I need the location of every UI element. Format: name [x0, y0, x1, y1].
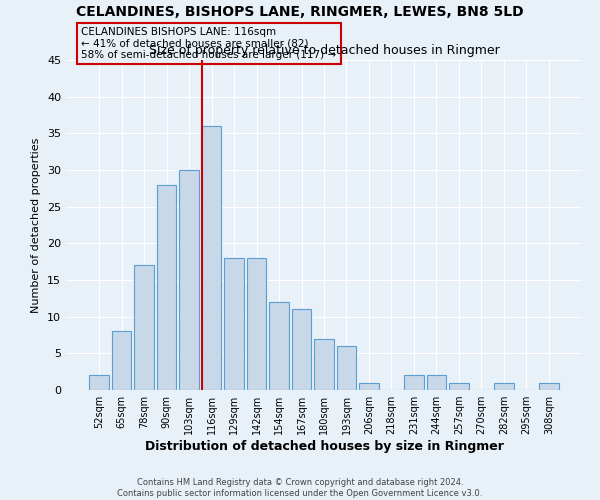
Text: CELANDINES, BISHOPS LANE, RINGMER, LEWES, BN8 5LD: CELANDINES, BISHOPS LANE, RINGMER, LEWES… [76, 5, 524, 19]
Bar [202, 126, 221, 390]
Bar [224, 258, 244, 390]
Bar [247, 258, 266, 390]
Bar [404, 376, 424, 390]
Bar [337, 346, 356, 390]
Bar [134, 266, 154, 390]
Bar [112, 332, 131, 390]
Bar [314, 338, 334, 390]
Bar [269, 302, 289, 390]
Bar [494, 382, 514, 390]
Bar [292, 310, 311, 390]
Bar [89, 376, 109, 390]
Y-axis label: Number of detached properties: Number of detached properties [31, 138, 41, 312]
Text: CELANDINES BISHOPS LANE: 116sqm
← 41% of detached houses are smaller (82)
58% of: CELANDINES BISHOPS LANE: 116sqm ← 41% of… [82, 27, 337, 60]
Bar [427, 376, 446, 390]
Bar [539, 382, 559, 390]
Title: Size of property relative to detached houses in Ringmer: Size of property relative to detached ho… [149, 44, 499, 58]
Bar [157, 184, 176, 390]
Bar [359, 382, 379, 390]
Text: Contains HM Land Registry data © Crown copyright and database right 2024.
Contai: Contains HM Land Registry data © Crown c… [118, 478, 482, 498]
Bar [449, 382, 469, 390]
X-axis label: Distribution of detached houses by size in Ringmer: Distribution of detached houses by size … [145, 440, 503, 453]
Bar [179, 170, 199, 390]
